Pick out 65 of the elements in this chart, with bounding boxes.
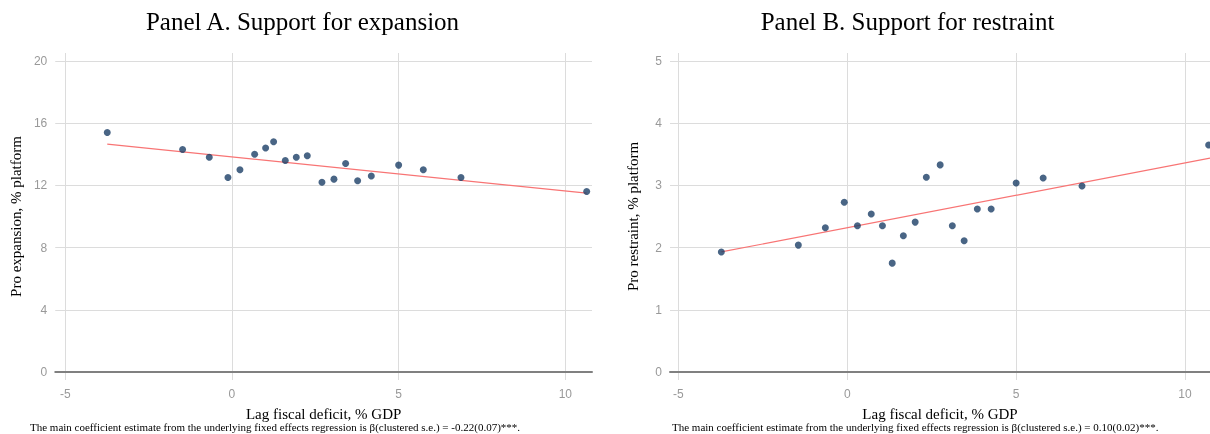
point — [205, 153, 213, 161]
point — [419, 166, 427, 174]
y-tick-label: 4 — [40, 302, 48, 317]
x-tick-label: -5 — [59, 387, 71, 401]
x-tick-label: 0 — [228, 387, 236, 401]
y-tick-label: 1 — [655, 302, 663, 317]
point — [936, 161, 944, 169]
point — [342, 160, 350, 168]
x-axis-title: Lag fiscal deficit, % GDP — [245, 405, 402, 422]
point — [840, 198, 848, 206]
y-tick-label: 16 — [33, 116, 48, 131]
point — [281, 156, 289, 164]
point — [867, 210, 875, 218]
point — [821, 224, 829, 232]
point — [270, 138, 278, 146]
point — [395, 161, 403, 169]
point — [922, 173, 930, 181]
y-axis-title: Pro restraint, % platform — [624, 141, 641, 292]
point — [303, 152, 311, 160]
text: The main coefficient estimate from the underlying fixed effects regression is β(clustered s.e.) = -0.22(0.07)***. — [30, 420, 521, 434]
point — [911, 218, 919, 226]
point — [878, 222, 886, 230]
point — [583, 188, 591, 196]
y-tick-label: 2 — [655, 240, 663, 255]
y-tick-label: 5 — [655, 54, 663, 69]
x-tick-label: 5 — [395, 387, 403, 401]
point — [224, 174, 232, 182]
point — [899, 232, 907, 240]
y-tick-label: 4 — [655, 116, 663, 131]
point — [973, 205, 981, 213]
x-tick-label: 10 — [558, 387, 573, 401]
point — [354, 177, 362, 185]
point — [717, 248, 725, 256]
x-tick-label: 0 — [843, 387, 851, 401]
point — [457, 174, 465, 182]
point — [292, 153, 300, 161]
y-tick-label: 12 — [33, 178, 48, 193]
point — [318, 178, 326, 186]
x-tick-label: -5 — [673, 387, 685, 401]
point — [1012, 179, 1020, 187]
point — [987, 205, 995, 213]
x-axis-title: Lag fiscal deficit, % GDP — [862, 405, 1018, 422]
x-tick-label: 10 — [1178, 387, 1192, 401]
point — [1039, 174, 1047, 182]
y-tick-label: 8 — [40, 240, 48, 255]
point — [960, 237, 968, 245]
y-tick-label: 0 — [655, 364, 663, 379]
point — [251, 150, 259, 158]
y-tick-label: 0 — [40, 365, 48, 380]
chart-title: Panel B. Support for restraint — [760, 8, 1055, 35]
point — [236, 166, 244, 174]
point — [948, 222, 956, 230]
y-tick-label: 3 — [655, 178, 663, 193]
x-tick-label: 5 — [1012, 387, 1020, 401]
y-axis-title: Pro expansion, % platform — [7, 135, 24, 297]
text: The main coefficient estimate from the underlying fixed effects regression is β(clustered s.e.) = 0.10(0.02)***. — [672, 420, 1159, 434]
point — [794, 241, 802, 249]
point — [179, 146, 187, 154]
point — [103, 128, 111, 136]
point — [888, 259, 896, 267]
point — [367, 172, 375, 180]
y-tick-label: 20 — [33, 53, 48, 68]
chart-title: Panel A. Support for expansion — [145, 8, 460, 35]
point — [262, 144, 270, 152]
point — [853, 222, 861, 230]
